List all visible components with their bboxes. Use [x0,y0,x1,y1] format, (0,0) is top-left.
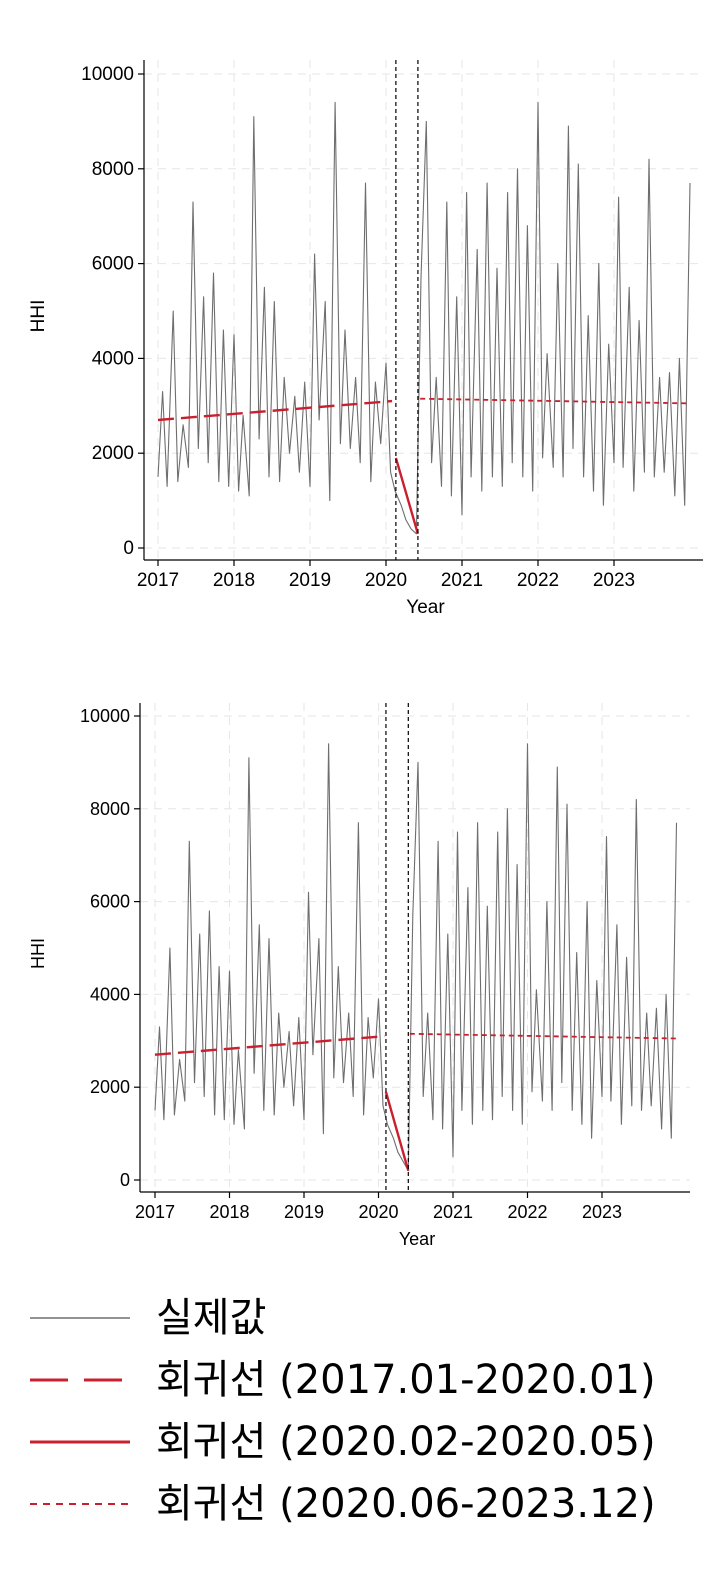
chart2-series-solid-red [384,1091,410,1172]
chart2-y-axis-title: HHI [28,938,48,969]
legend-swatch-regression-pre [30,1378,130,1382]
chart2-y-tick-label-2: 4000 [90,984,130,1004]
chart2-x-tick-label-5: 2022 [507,1202,547,1222]
chart-canvas: 0 2000 4000 6000 8000 10000 2017 2018 2019 2020 20… [28,60,703,1249]
chart1-y-tick-label-0: 0 [123,538,134,559]
chart1-x-tick-label-4: 2021 [441,570,483,591]
chart2-y-tick-label-3: 6000 [90,892,130,912]
legend-item-regression-covid: 회귀선 (2020.02-2020.05) [28,1414,708,1476]
chart1-x-tick-label-3: 2020 [365,570,407,591]
chart2-x-tick-label-0: 2017 [135,1202,175,1222]
legend-swatch-actual [30,1317,130,1319]
chart2-x-tick-label-4: 2021 [433,1202,473,1222]
chart1-y-tick-label-4: 8000 [92,159,134,180]
legend: 실제값 회귀선 (2017.01-2020.01) 회귀선 (2020.02-2… [28,1290,708,1538]
legend-swatch-regression-post [30,1503,130,1505]
legend-item-regression-pre: 회귀선 (2017.01-2020.01) [28,1352,708,1414]
chart1-x-tick-label-5: 2022 [517,570,559,591]
chart1-x-tick-label-1: 2018 [213,570,255,591]
legend-swatch-regression-covid [30,1440,130,1444]
chart1-y-tick-label-1: 2000 [92,443,134,464]
legend-label-regression-pre: 회귀선 (2017.01-2020.01) [156,1357,656,1403]
chart1-x-tick-label-0: 2017 [137,570,179,591]
chart1-x-tick-label-6: 2023 [593,570,635,591]
chart2-y-tick-label-0: 0 [120,1170,130,1190]
chart2-x-tick-label-6: 2023 [582,1202,622,1222]
legend-item-actual: 실제값 [28,1290,708,1352]
chart1-x-tick-label-2: 2019 [289,570,331,591]
legend-label-actual: 실제값 [156,1295,267,1341]
chart2-x-tick-label-3: 2020 [358,1202,398,1222]
chart1-series-solid-red [394,457,420,535]
chart2-y-tick-label-4: 8000 [90,799,130,819]
legend-label-regression-post: 회귀선 (2020.06-2023.12) [156,1481,656,1527]
legend-item-regression-post: 회귀선 (2020.06-2023.12) [28,1476,708,1538]
chart2-y-tick-label-1: 2000 [90,1077,130,1097]
chart2-x-tick-label-1: 2018 [209,1202,249,1222]
chart1-x-axis-title: Year [406,597,445,618]
chart1-y-tick-label-2: 4000 [92,348,134,369]
chart1-series-long-dash-red [157,399,393,422]
legend-label-regression-covid: 회귀선 (2020.02-2020.05) [156,1419,656,1465]
chart1-y-tick-label-5: 10000 [81,64,134,85]
chart2-y-tick-label-5: 10000 [80,706,130,726]
chart2-series-long-dash-red [154,1035,385,1056]
chart1-y-axis-title: HHI [28,300,49,333]
chart2-series-solid-thin-gray [154,743,678,1172]
chart1-y-tick-label-3: 6000 [92,254,134,275]
chart1-series-solid-thin-gray [157,101,691,535]
chart2-x-tick-label-2: 2019 [284,1202,324,1222]
chart2-x-axis-title: Year [399,1229,435,1249]
